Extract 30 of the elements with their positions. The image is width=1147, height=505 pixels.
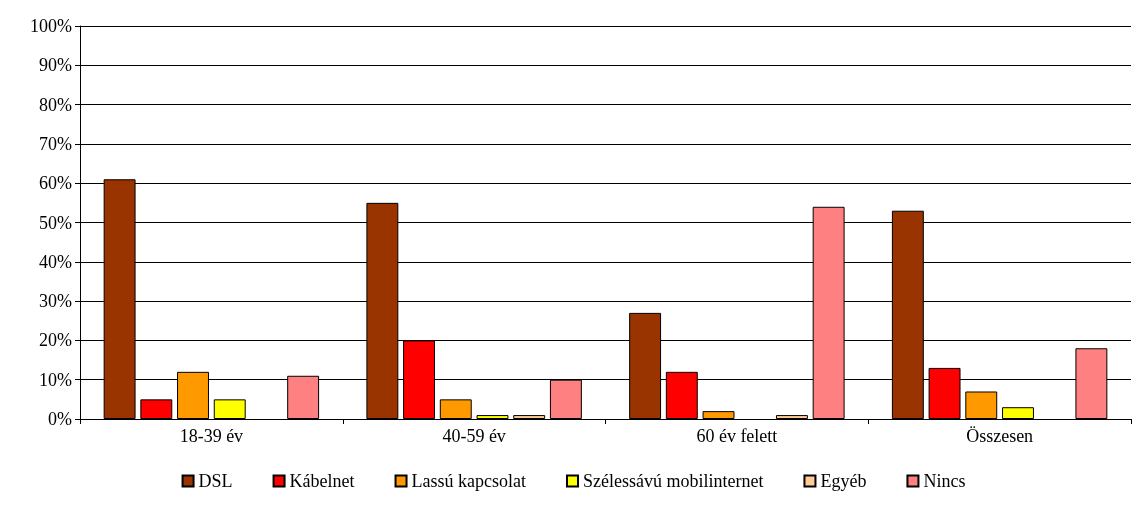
y-tick-label: 50%: [39, 212, 72, 233]
y-tick-label: 100%: [30, 16, 72, 36]
y-tick-label: 90%: [39, 55, 72, 76]
y-tick-label: 40%: [39, 251, 72, 272]
bar: [439, 399, 472, 419]
legend-label: Szélessávú mobilinternet: [583, 471, 764, 491]
y-tick-label: 80%: [39, 94, 72, 115]
bar: [1002, 407, 1034, 419]
y-tick-label: 30%: [39, 291, 72, 312]
y-tick-label: 10%: [39, 369, 72, 390]
x-tick-label: 40-59 év: [442, 426, 506, 446]
x-tick-label: 60 év felett: [696, 426, 778, 446]
x-tick-label: Összesen: [966, 426, 1034, 446]
y-tick-label: 70%: [39, 133, 72, 154]
bar: [702, 411, 735, 419]
bar: [513, 415, 546, 419]
y-tick-label: 60%: [39, 173, 72, 194]
legend-label: Egyéb: [820, 471, 867, 491]
legend-label: Nincs: [923, 471, 966, 491]
bar: [213, 399, 246, 419]
x-tick-label: 18-39 év: [179, 426, 244, 446]
legend-label: Lassú kapcsolat: [411, 471, 526, 491]
bar: [965, 391, 998, 419]
bar: [140, 399, 173, 419]
bar: [476, 415, 509, 419]
y-tick-label: 20%: [39, 330, 72, 351]
legend-label: DSL: [198, 471, 233, 491]
bar: [775, 415, 808, 419]
legend-label: Kábelnet: [289, 471, 355, 491]
y-tick-label: 0%: [48, 409, 72, 429]
